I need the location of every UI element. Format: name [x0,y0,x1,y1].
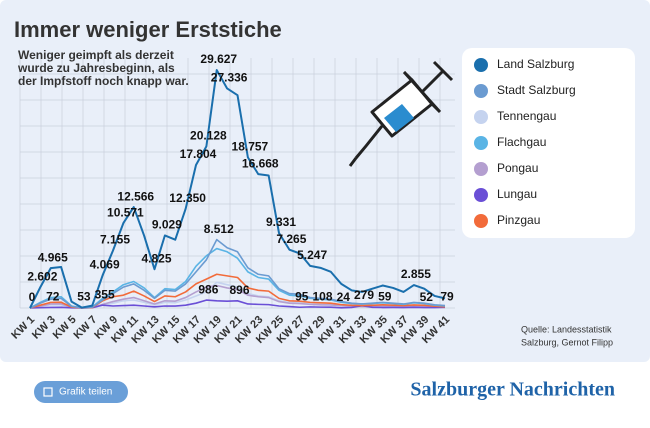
share-icon [43,387,53,397]
data-label: 5.247 [297,248,327,262]
data-label: 10.571 [107,205,144,219]
syringe-icon [348,60,454,167]
data-label: 27.336 [211,71,248,85]
data-label: 16.668 [242,156,279,170]
data-label: 9.331 [266,215,296,229]
legend-marker [474,84,488,98]
data-label: 95 [295,289,309,303]
data-label: 53 [77,290,91,304]
subtitle: wurde zu Jahresbeginn, als [17,61,175,75]
legend-label: Tennengau [497,109,556,123]
series-line [29,69,446,309]
legend-label: Flachgau [497,135,546,149]
share-button[interactable] [34,381,128,403]
legend-box [462,48,635,238]
data-label: 12.350 [169,191,206,205]
share-button-label[interactable]: Grafik teilen [59,387,112,398]
data-label: 279 [354,288,374,302]
data-label: 986 [198,282,218,296]
chart-title: Immer weniger Erststiche [14,17,282,42]
data-label: 24 [337,290,351,304]
series-line [29,299,446,309]
legend: Land Salzburg Stadt Salzburg Tennengau Flac… [474,57,576,228]
legend-label: Pongau [497,161,538,175]
data-label: 17.804 [180,147,217,161]
data-label: 355 [95,287,115,301]
data-label: 12.566 [117,189,154,203]
legend-marker [474,214,488,228]
data-label: 4.069 [90,257,120,271]
data-label: 896 [229,283,249,297]
legend-marker [474,58,488,72]
data-label: 20.128 [190,129,227,143]
legend-label: Pinzgau [497,213,540,227]
data-label: 4.965 [38,250,68,264]
brand-logo: Salzburger Nachrichten [410,379,615,401]
data-label: 29.627 [200,52,237,66]
data-label: 7.155 [100,233,130,247]
legend-label: Stadt Salzburg [497,83,576,97]
source: Quelle: Landesstatistik [521,324,612,334]
data-label: 52 [420,290,434,304]
data-label: 8.512 [204,222,234,236]
series-line [29,238,446,309]
data-label: 72 [46,290,60,304]
data-label: 59 [378,290,392,304]
legend-label: Lungau [497,187,537,201]
data-label: 2.855 [401,267,431,281]
source: Salzburg, Gernot Filipp [521,337,613,347]
legend-marker [474,188,488,202]
legend-marker [474,136,488,150]
data-label: 79 [440,290,454,304]
data-label: 2.602 [27,269,57,283]
data-label: 7.265 [276,232,306,246]
legend-marker [474,110,488,124]
subtitle: Weniger geimpft als derzeit [18,48,174,62]
subtitle: der Impfstoff noch knapp war. [18,74,189,88]
data-label: 4.825 [141,251,171,265]
legend-marker [474,162,488,176]
data-label: 0 [29,290,36,304]
legend-label: Land Salzburg [497,57,574,71]
data-label: 9.029 [152,218,182,232]
data-label: 18.757 [232,140,269,154]
data-label: 108 [312,289,332,303]
